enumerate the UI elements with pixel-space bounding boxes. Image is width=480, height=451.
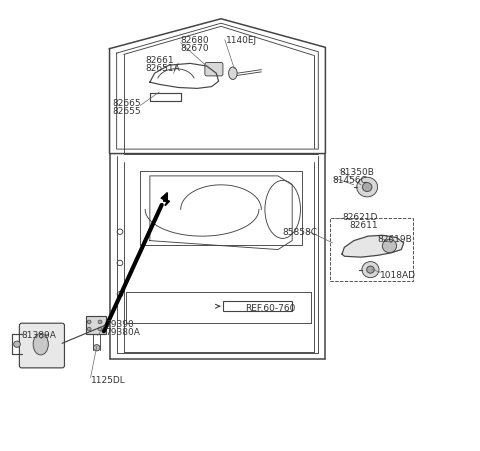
Text: 82619B: 82619B <box>378 235 412 244</box>
Text: 82621D: 82621D <box>342 212 377 221</box>
Text: 85858C: 85858C <box>283 228 318 237</box>
Circle shape <box>98 320 102 324</box>
Text: REF.60-760: REF.60-760 <box>245 304 295 313</box>
Text: 79380A: 79380A <box>105 327 140 336</box>
FancyBboxPatch shape <box>205 63 223 77</box>
Circle shape <box>362 262 379 278</box>
Circle shape <box>14 341 20 348</box>
Circle shape <box>98 327 102 331</box>
Text: 1125DL: 1125DL <box>91 375 125 384</box>
Text: 81456C: 81456C <box>333 175 367 184</box>
FancyBboxPatch shape <box>19 323 64 368</box>
Bar <box>223 302 292 312</box>
Circle shape <box>362 183 372 192</box>
Circle shape <box>383 240 396 253</box>
Ellipse shape <box>33 334 48 355</box>
Polygon shape <box>161 193 168 201</box>
Text: 81389A: 81389A <box>22 330 57 339</box>
Text: 1018AD: 1018AD <box>380 270 416 279</box>
Text: 82611: 82611 <box>349 220 378 229</box>
Circle shape <box>357 178 378 198</box>
Text: 79390: 79390 <box>105 319 133 328</box>
Text: 1140EJ: 1140EJ <box>226 36 257 45</box>
Circle shape <box>87 327 91 331</box>
Text: 81350B: 81350B <box>340 168 374 176</box>
Circle shape <box>94 345 100 351</box>
Text: 82655: 82655 <box>112 106 141 115</box>
Circle shape <box>367 267 374 274</box>
Text: 82670: 82670 <box>180 44 209 53</box>
Ellipse shape <box>228 68 237 80</box>
Text: 82651A: 82651A <box>145 64 180 73</box>
Bar <box>86 316 106 335</box>
Text: 82665: 82665 <box>112 98 141 107</box>
Circle shape <box>87 320 91 324</box>
Polygon shape <box>342 236 404 258</box>
Text: 82680: 82680 <box>180 36 209 45</box>
Text: 82661: 82661 <box>145 56 174 65</box>
Bar <box>330 219 413 281</box>
